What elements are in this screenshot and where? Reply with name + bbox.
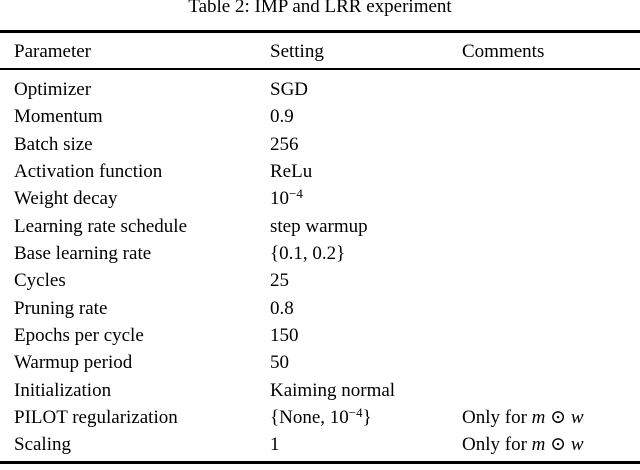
setting-cell: 256 (270, 133, 299, 155)
setting-cell: 10−4 (270, 186, 303, 210)
table-row: Optimizer SGD (0, 76, 640, 103)
table-row: Activation function ReLu (0, 158, 640, 185)
comments-cell (462, 103, 640, 130)
table-row: PILOT regularization {None, 10−4} Only for… (0, 404, 640, 431)
comments-cell (462, 213, 640, 240)
setting-cell: ReLu (270, 161, 313, 183)
comments-cell: Only for m ⊙ w (462, 434, 584, 456)
parameter-cell: Batch size (14, 133, 93, 155)
setting-cell: step warmup (270, 215, 368, 237)
comments-cell (462, 349, 640, 376)
parameter-cell: Base learning rate (14, 243, 152, 265)
table-row: Base learning rate {0.1, 0.2} (0, 240, 640, 267)
table-row: Warmup period 50 (0, 349, 640, 376)
table-row: Epochs per cycle 150 (0, 322, 640, 349)
comments-cell (462, 295, 640, 322)
parameter-cell: Warmup period (14, 352, 133, 374)
setting-cell: {0.1, 0.2} (270, 243, 346, 265)
comments-cell (462, 76, 640, 103)
column-header-parameter: Parameter (14, 41, 92, 62)
comments-cell (462, 131, 640, 158)
comments-cell (462, 185, 640, 213)
table-row: Momentum 0.9 (0, 103, 640, 130)
parameter-cell: PILOT regularization (14, 407, 178, 429)
parameter-cell: Pruning rate (14, 297, 108, 319)
table-row: Weight decay 10−4 (0, 185, 640, 212)
setting-cell: SGD (270, 79, 309, 100)
parameter-cell: Optimizer (14, 79, 92, 100)
comments-cell (462, 377, 640, 404)
column-header-setting: Setting (270, 41, 324, 62)
comments-cell: Only for m ⊙ w (462, 407, 584, 429)
parameter-cell: Initialization (14, 379, 112, 401)
column-header-comments: Comments (462, 41, 545, 62)
setting-cell: Kaiming normal (270, 379, 396, 401)
table-row: Learning rate schedule step warmup (0, 213, 640, 240)
table-row: Pruning rate 0.8 (0, 295, 640, 322)
table-row: Batch size 256 (0, 131, 640, 158)
setting-cell: 0.9 (270, 106, 294, 128)
parameter-cell: Learning rate schedule (14, 215, 188, 237)
top-rule (0, 30, 640, 33)
setting-cell: 1 (270, 434, 280, 456)
comments-cell (462, 158, 640, 185)
comments-cell (462, 322, 640, 349)
table-header-row: Parameter Setting Comments (0, 35, 640, 68)
table-row: Scaling 1 Only for m ⊙ w (0, 431, 640, 458)
table-caption: Table 2: IMP and LRR experiment (188, 0, 452, 17)
setting-cell: 50 (270, 352, 289, 374)
comments-cell (462, 267, 640, 294)
parameter-cell: Weight decay (14, 188, 118, 210)
setting-cell: {None, 10−4} (270, 405, 372, 429)
setting-cell: 25 (270, 270, 289, 292)
parameter-cell: Cycles (14, 270, 66, 292)
comments-cell (462, 240, 640, 267)
setting-cell: 0.8 (270, 297, 294, 319)
bottom-rule (0, 461, 640, 464)
parameter-cell: Scaling (14, 434, 71, 456)
table-row: Initialization Kaiming normal (0, 377, 640, 404)
parameter-cell: Momentum (14, 106, 103, 128)
table-body: Optimizer SGD Momentum 0.9 Batch size 256 Acti… (0, 73, 640, 459)
table-row: Cycles 25 (0, 267, 640, 294)
parameter-cell: Activation function (14, 161, 163, 183)
parameter-cell: Epochs per cycle (14, 325, 144, 347)
setting-cell: 150 (270, 325, 299, 347)
header-rule (0, 68, 640, 70)
